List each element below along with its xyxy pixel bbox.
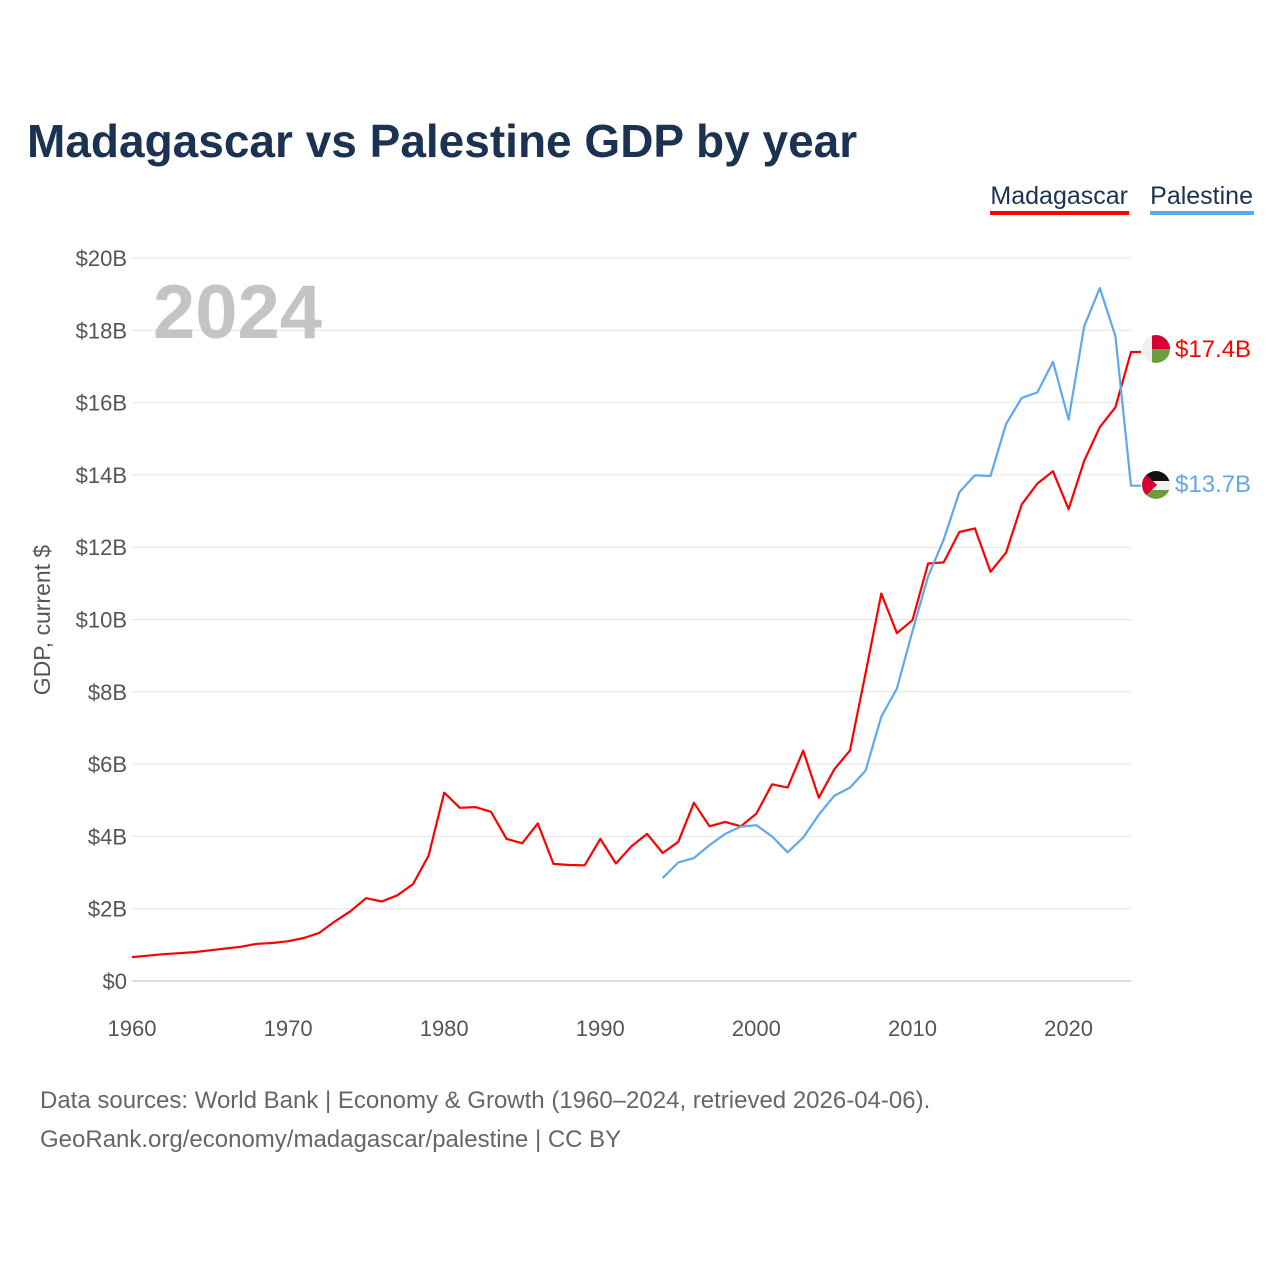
palestine-end-label: $13.7B	[1175, 471, 1251, 498]
year-label: 2024	[153, 270, 322, 355]
series-line-madagascar	[131, 350, 1141, 959]
y-tick-label: $6B	[88, 752, 127, 777]
y-axis-label: GDP, current $	[29, 545, 55, 696]
y-tick-label: $2B	[88, 897, 127, 922]
series-line-palestine	[661, 286, 1141, 879]
y-tick-label: $10B	[76, 608, 127, 633]
x-tick-label: 2000	[732, 1016, 781, 1041]
x-tick-label: 2010	[888, 1016, 937, 1041]
x-tick-label: 1980	[420, 1016, 469, 1041]
legend-palestine[interactable]: Palestine	[1150, 182, 1253, 210]
y-tick-label: $14B	[76, 463, 127, 488]
madagascar-flag-icon	[1142, 335, 1170, 363]
x-tick-label: 1970	[264, 1016, 313, 1041]
x-tick-label: 1960	[108, 1016, 157, 1041]
legend-madagascar-underline	[990, 211, 1129, 215]
legend: Madagascar Palestine	[990, 182, 1254, 215]
y-tick-label: $8B	[88, 680, 127, 705]
y-tick-label: $20B	[76, 246, 127, 271]
x-tick-label: 2020	[1044, 1016, 1093, 1041]
footer-sources: Data sources: World Bank | Economy & Gro…	[40, 1087, 930, 1114]
y-tick-label: $16B	[76, 391, 127, 416]
y-tick-label: $0	[103, 969, 127, 994]
y-tick-label: $4B	[88, 824, 127, 849]
legend-palestine-underline	[1150, 211, 1254, 215]
madagascar-end-label: $17.4B	[1175, 336, 1251, 363]
y-tick-label: $18B	[76, 318, 127, 343]
chart-title: Madagascar vs Palestine GDP by year	[27, 115, 857, 167]
y-tick-label: $12B	[76, 535, 127, 560]
footer-link[interactable]: GeoRank.org/economy/madagascar/palestine…	[40, 1126, 621, 1153]
x-tick-label: 1990	[576, 1016, 625, 1041]
palestine-flag-icon	[1142, 471, 1170, 499]
legend-madagascar[interactable]: Madagascar	[990, 182, 1128, 210]
